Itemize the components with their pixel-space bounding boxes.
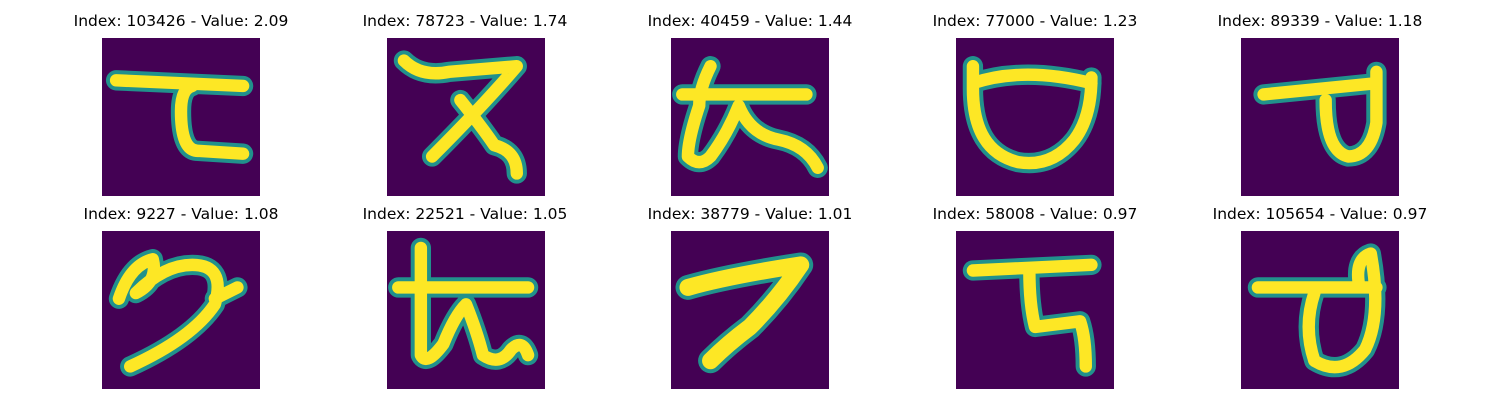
glyph-swirl-icon (102, 231, 260, 389)
panel-title: Index: 78723 - Value: 1.74 (362, 12, 568, 30)
panel-title: Index: 77000 - Value: 1.23 (932, 12, 1138, 30)
glyph-bowl-svg (962, 56, 1102, 174)
glyph-za-icon (387, 38, 545, 196)
panel-title: Index: 89339 - Value: 1.18 (1217, 12, 1423, 30)
panel-title: Index: 105654 - Value: 0.97 (1212, 205, 1428, 223)
glyph-za-svg (393, 50, 527, 184)
panel-title: Index: 40459 - Value: 1.44 (647, 12, 853, 30)
glyph-va-icon (1241, 38, 1399, 196)
glyph-va-tall-icon (1241, 231, 1399, 389)
glyph-va-svg (1253, 61, 1387, 167)
glyph-ra-svg (962, 254, 1102, 377)
glyph-bowl-icon (956, 38, 1114, 196)
glyph-ka-icon (387, 231, 545, 389)
glyph-stroke-icon (671, 231, 829, 389)
glyph-stroke-svg (675, 252, 814, 374)
glyph-ta-svg (105, 70, 254, 164)
panel-title: Index: 9227 - Value: 1.08 (83, 205, 279, 223)
glyph-ka-loop-svg (672, 56, 828, 178)
glyph-ka-svg (388, 237, 539, 370)
glyph-ka-loop-icon (671, 38, 829, 196)
panel-title: Index: 58008 - Value: 0.97 (932, 205, 1138, 223)
panel-title: Index: 22521 - Value: 1.05 (362, 205, 568, 223)
glyph-ta-icon (102, 38, 260, 196)
panel-title: Index: 103426 - Value: 2.09 (73, 12, 289, 30)
panel-title: Index: 38779 - Value: 1.01 (647, 205, 853, 223)
glyph-va-tall-svg (1247, 243, 1387, 378)
glyph-swirl-svg (108, 249, 248, 377)
glyph-ra-icon (956, 231, 1114, 389)
